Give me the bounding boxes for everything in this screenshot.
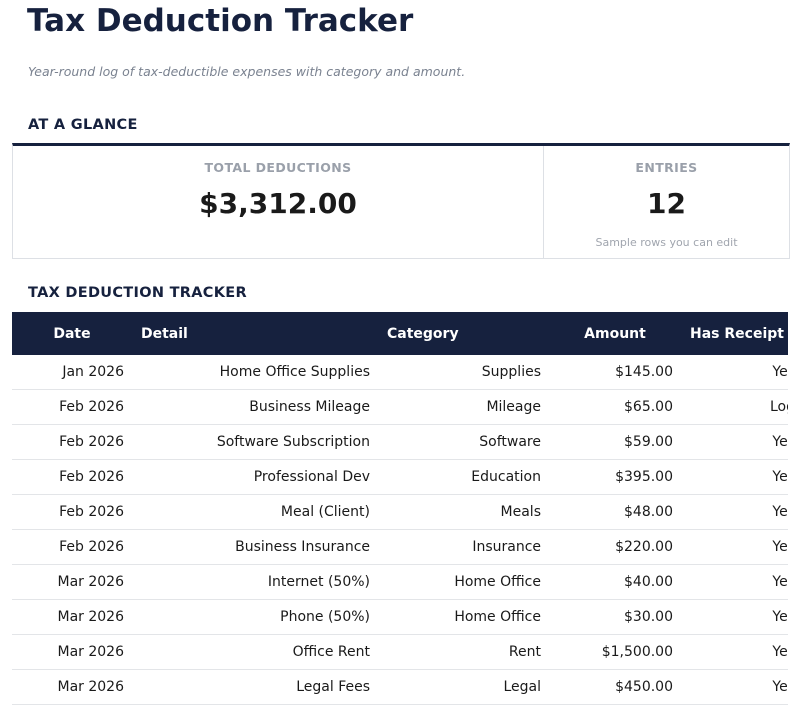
table-cell: Yes (681, 494, 788, 530)
table-cell: $59.00 (549, 424, 681, 460)
table-cell: Mar 2026 (12, 669, 132, 705)
table-cell: $450.00 (549, 669, 681, 705)
column-header: Amount (549, 312, 681, 355)
card-note: Sample rows you can edit (595, 236, 738, 249)
table-cell: Business Mileage (132, 389, 378, 425)
table-cell: Education (378, 459, 549, 495)
summary-cards: TOTAL DEDUCTIONS $3,312.00 ENTRIES 12 Sa… (12, 143, 790, 259)
table-cell: $395.00 (549, 459, 681, 495)
card-value: $3,312.00 (199, 187, 357, 220)
table-cell: $48.00 (549, 494, 681, 530)
table-cell: Home Office (378, 564, 549, 600)
table-cell: Feb 2026 (12, 459, 132, 495)
table-cell: Feb 2026 (12, 424, 132, 460)
table-cell: Yes (681, 634, 788, 670)
table-cell: Home Office (378, 599, 549, 635)
table-cell: Mar 2026 (12, 599, 132, 635)
table-cell: Software (378, 424, 549, 460)
table-cell: Log (681, 389, 788, 425)
table-cell: Feb 2026 (12, 389, 132, 425)
table-cell: Yes (681, 355, 788, 390)
table-row: Mar 2026 Internet (50%) Home Office $40.00 Y… (12, 564, 788, 600)
table-cell: Mar 2026 (12, 564, 132, 600)
summary-card: ENTRIES 12 Sample rows you can edit (543, 146, 789, 258)
column-header: Category (378, 312, 549, 355)
table-cell: Supplies (378, 355, 549, 390)
table-cell: Home Office Supplies (132, 355, 378, 390)
table-cell: Office Rent (132, 634, 378, 670)
table-cell: Mar 2026 (12, 634, 132, 670)
table-cell: Yes (681, 529, 788, 565)
table-body: Jan 2026 Home Office Supplies Supplies $145… (12, 355, 788, 705)
table-row: Jan 2026 Home Office Supplies Supplies $145… (12, 355, 788, 390)
table-cell: Rent (378, 634, 549, 670)
table-cell: $30.00 (549, 599, 681, 635)
table-cell: Yes (681, 669, 788, 705)
table-cell: Yes (681, 459, 788, 495)
table-row: Feb 2026 Business Insurance Insurance $220.… (12, 529, 788, 565)
card-label: ENTRIES (635, 160, 698, 175)
column-header: Date (12, 312, 132, 355)
table-container: Date Detail Category Amount Has Receipt Jan … (12, 312, 788, 712)
header-row: Date Detail Category Amount Has Receipt (12, 312, 788, 355)
table-cell: $145.00 (549, 355, 681, 390)
card-value: 12 (647, 187, 686, 220)
table-cell: Meals (378, 494, 549, 530)
section-heading: TAX DEDUCTION TRACKER (28, 285, 247, 301)
table-row: Feb 2026 Professional Dev Education $395.00… (12, 459, 788, 495)
table-cell: Software Subscription (132, 424, 378, 460)
table-cell: $65.00 (549, 389, 681, 425)
table-cell: Feb 2026 (12, 494, 132, 530)
summary-card: TOTAL DEDUCTIONS $3,312.00 (13, 146, 543, 258)
page-subtitle: Year-round log of tax-deductible expense… (28, 64, 466, 79)
card-label: TOTAL DEDUCTIONS (204, 160, 352, 175)
table-cell: $1,500.00 (549, 634, 681, 670)
table-cell: $220.00 (549, 529, 681, 565)
table-cell: Legal (378, 669, 549, 705)
table-cell: Jan 2026 (12, 355, 132, 390)
page-title: Tax Deduction Tracker (27, 3, 414, 39)
table-cell: Feb 2026 (12, 529, 132, 565)
table-row: Feb 2026 Software Subscription Software $59… (12, 424, 788, 460)
table-cell: Internet (50%) (132, 564, 378, 600)
table-cell: Professional Dev (132, 459, 378, 495)
data-table: Date Detail Category Amount Has Receipt Jan … (12, 312, 788, 705)
table-cell: Yes (681, 564, 788, 600)
table-cell: Mileage (378, 389, 549, 425)
section-heading: AT A GLANCE (28, 117, 138, 133)
table-cell: Phone (50%) (132, 599, 378, 635)
column-header: Has Receipt (681, 312, 788, 355)
table-cell: Yes (681, 599, 788, 635)
table-cell: Legal Fees (132, 669, 378, 705)
table-cell: Yes (681, 424, 788, 460)
table-cell: Insurance (378, 529, 549, 565)
table-cell: Meal (Client) (132, 494, 378, 530)
column-header: Detail (132, 312, 378, 355)
table-cell: $40.00 (549, 564, 681, 600)
table-cell: Business Insurance (132, 529, 378, 565)
